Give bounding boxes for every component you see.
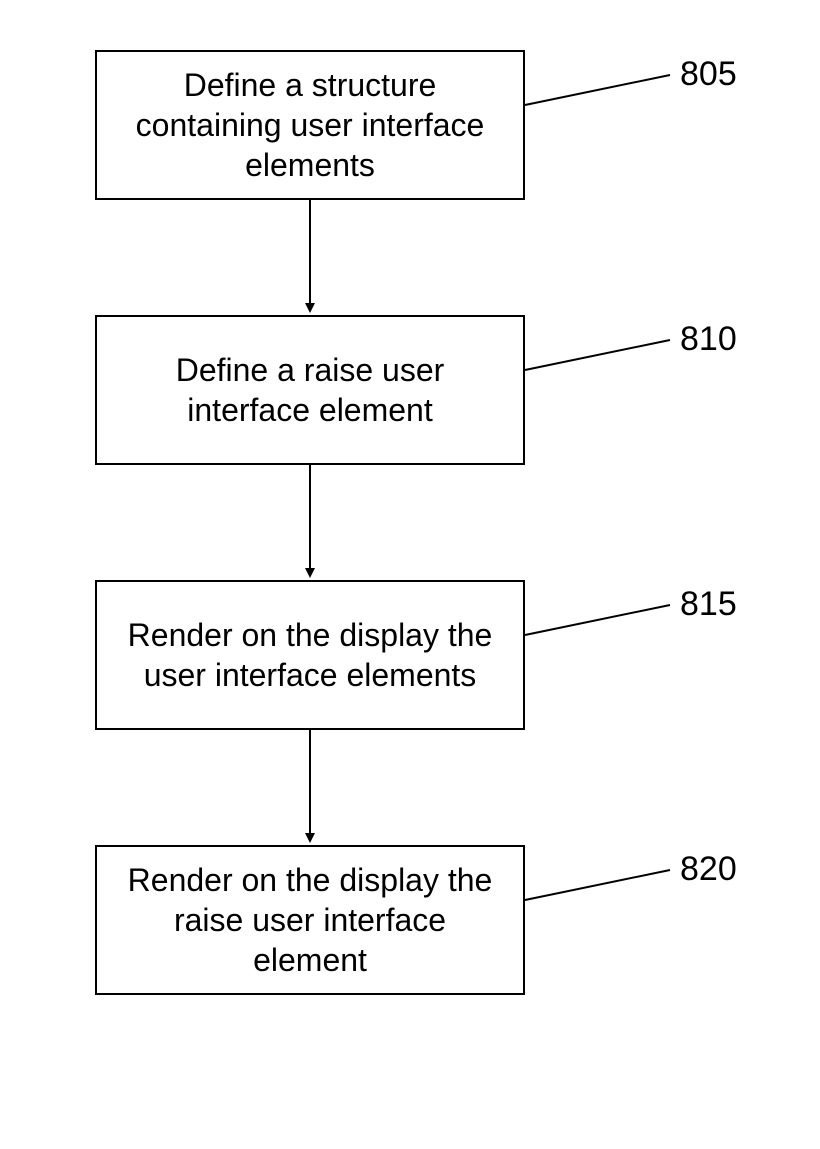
flow-box-text-n4: Render on the display the raise user int… xyxy=(117,860,503,980)
flow-box-n2: Define a raise user interface element xyxy=(95,315,525,465)
flow-box-n1: Define a structure containing user inter… xyxy=(95,50,525,200)
leader-line-n4 xyxy=(525,870,670,900)
ref-label-n3: 815 xyxy=(680,585,737,624)
ref-label-n1: 805 xyxy=(680,55,737,94)
leader-line-n1 xyxy=(525,75,670,105)
leader-line-n3 xyxy=(525,605,670,635)
ref-label-n4: 820 xyxy=(680,850,737,889)
flow-box-text-n1: Define a structure containing user inter… xyxy=(117,65,503,185)
flow-box-text-n2: Define a raise user interface element xyxy=(117,350,503,430)
flowchart-container: Define a structure containing user inter… xyxy=(0,0,820,1149)
flow-box-n3: Render on the display the user interface… xyxy=(95,580,525,730)
flow-leader-lines xyxy=(525,75,670,900)
flow-box-n4: Render on the display the raise user int… xyxy=(95,845,525,995)
leader-line-n2 xyxy=(525,340,670,370)
flow-box-text-n3: Render on the display the user interface… xyxy=(117,615,503,695)
ref-label-n2: 810 xyxy=(680,320,737,359)
